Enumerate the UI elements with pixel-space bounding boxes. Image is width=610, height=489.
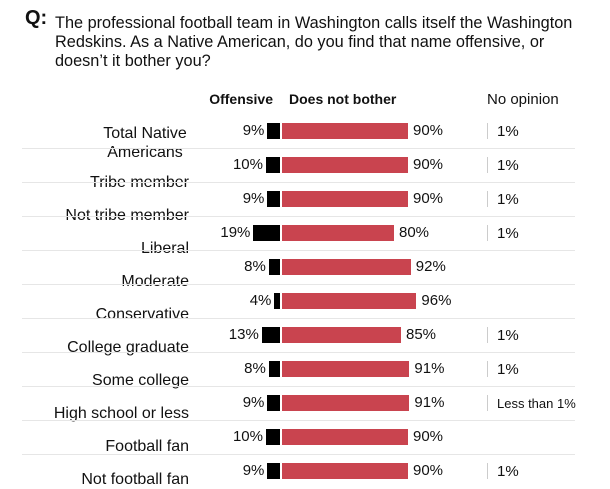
row-separator (22, 352, 575, 353)
not-bother-bar (282, 327, 401, 343)
not-bother-value: 90% (413, 122, 444, 139)
not-bother-value: 90% (413, 428, 444, 445)
row-separator (22, 318, 575, 319)
not-bother-value: 96% (421, 292, 452, 309)
category-label: Moderate (121, 273, 189, 290)
not-bother-bar (282, 123, 408, 139)
not-bother-value: 90% (413, 190, 444, 207)
offensive-bar (274, 293, 280, 309)
not-bother-bar (282, 225, 394, 241)
offensive-value: 9% (242, 190, 265, 207)
no-opinion-value: Less than 1% (497, 396, 576, 411)
offensive-value: 10% (232, 428, 263, 445)
no-opinion-value: 1% (497, 123, 519, 140)
not-bother-bar (282, 463, 408, 479)
question-text: The professional football team in Washin… (55, 14, 573, 70)
not-bother-bar (282, 293, 417, 309)
category-label: College graduate (67, 339, 189, 356)
not-bother-value: 90% (413, 462, 444, 479)
row-separator (22, 148, 575, 149)
offensive-bar (253, 225, 280, 241)
offensive-value: 19% (220, 224, 251, 241)
header-does-not-bother: Does not bother (289, 91, 397, 107)
no-opinion-tick (487, 225, 488, 241)
row-separator (22, 250, 575, 251)
no-opinion-value: 1% (497, 463, 519, 480)
category-label: Total Native Americans (103, 125, 187, 161)
offensive-bar (266, 429, 280, 445)
no-opinion-tick (487, 123, 488, 139)
no-opinion-value: 1% (497, 327, 519, 344)
offensive-value: 9% (242, 462, 265, 479)
row-separator (22, 386, 575, 387)
not-bother-value: 85% (406, 326, 437, 343)
not-bother-value: 91% (414, 360, 445, 377)
category-label: Some college (92, 372, 189, 389)
offensive-bar (267, 123, 280, 139)
row-separator (22, 284, 575, 285)
no-opinion-tick (487, 361, 488, 377)
not-bother-bar (282, 191, 408, 207)
no-opinion-tick (487, 327, 488, 343)
not-bother-value: 91% (414, 394, 445, 411)
offensive-value: 13% (228, 326, 259, 343)
category-label: Liberal (140, 240, 189, 257)
not-bother-bar (282, 259, 411, 275)
not-bother-bar (282, 395, 410, 411)
offensive-bar (267, 463, 280, 479)
not-bother-value: 90% (413, 156, 444, 173)
no-opinion-tick (487, 463, 488, 479)
not-bother-bar (282, 157, 408, 173)
offensive-bar (261, 327, 280, 343)
category-label: Conservative (95, 306, 189, 323)
offensive-bar (267, 191, 280, 207)
question-marker: Q: (25, 7, 48, 29)
offensive-bar (268, 259, 280, 275)
no-opinion-tick (487, 191, 488, 207)
no-opinion-tick (487, 157, 488, 173)
offensive-bar (267, 395, 280, 411)
offensive-value: 9% (242, 122, 265, 139)
offensive-bar (266, 157, 280, 173)
not-bother-value: 92% (415, 258, 446, 275)
not-bother-bar (282, 361, 410, 377)
no-opinion-value: 1% (497, 361, 519, 378)
row-separator (22, 420, 575, 421)
category-label: High school or less (53, 405, 189, 422)
header-no-opinion: No opinion (487, 91, 559, 108)
offensive-value: 8% (244, 258, 266, 275)
no-opinion-value: 1% (497, 157, 519, 174)
offensive-value: 9% (242, 394, 265, 411)
header-offensive: Offensive (209, 91, 273, 107)
no-opinion-tick (487, 395, 488, 411)
row-separator (22, 454, 575, 455)
not-bother-value: 80% (399, 224, 430, 241)
category-label: Not football fan (81, 471, 189, 488)
no-opinion-value: 1% (497, 191, 519, 208)
not-bother-bar (282, 429, 408, 445)
category-label: Football fan (105, 438, 189, 455)
row-separator (22, 216, 575, 217)
category-label: Not tribe member (65, 207, 189, 224)
offensive-value: 10% (232, 156, 263, 173)
no-opinion-value: 1% (497, 225, 519, 242)
offensive-bar (268, 361, 280, 377)
row-separator (22, 182, 575, 183)
offensive-value: 8% (244, 360, 266, 377)
offensive-value: 4% (249, 292, 272, 309)
